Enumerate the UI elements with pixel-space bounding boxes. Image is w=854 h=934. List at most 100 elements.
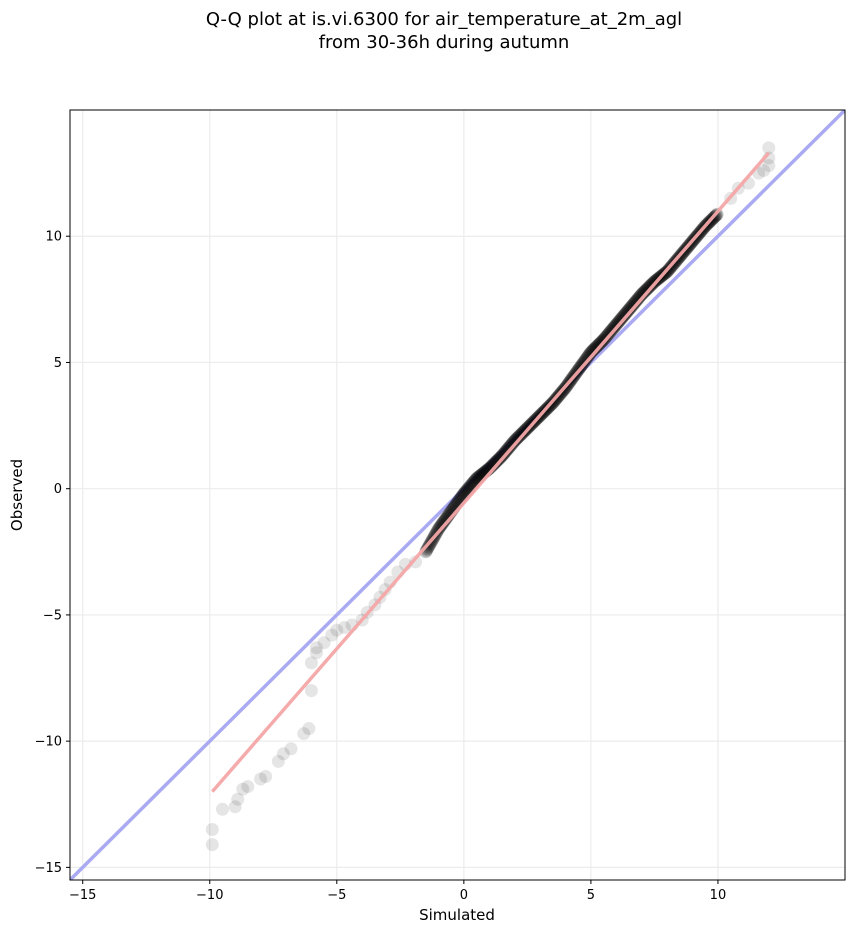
qq-point-9 xyxy=(271,754,285,768)
qq-dense-point xyxy=(500,443,514,457)
qq-dense-point xyxy=(432,521,446,535)
plot-area xyxy=(70,110,845,880)
qq-dense-point xyxy=(630,293,644,307)
qq-dense-point xyxy=(619,306,633,320)
qq-dense-point xyxy=(510,431,524,445)
qq-point-27 xyxy=(378,583,392,597)
qq-dense-point xyxy=(615,311,629,325)
qq-dense-point xyxy=(507,435,521,449)
qq-dense-point xyxy=(637,285,651,299)
qq-dense-point xyxy=(627,297,641,311)
qq-point-19 xyxy=(325,628,339,642)
qq-dense-point xyxy=(636,286,650,300)
qq-dense-point xyxy=(592,337,606,351)
qq-dense-point xyxy=(637,285,651,299)
qq-point-5 xyxy=(236,782,250,796)
qq-point-16 xyxy=(309,646,323,660)
qq-dense-point xyxy=(608,319,622,333)
qq-point-11 xyxy=(284,742,298,756)
qq-point-6 xyxy=(241,780,255,794)
qq-point-8 xyxy=(259,769,273,783)
qq-dense-point xyxy=(468,474,482,488)
chart-title-line-1: Q-Q plot at is.vi.6300 for air_temperatu… xyxy=(206,9,682,30)
qq-dense-point xyxy=(504,438,518,452)
qq-dense-point xyxy=(582,348,596,362)
qq-dense-point xyxy=(612,314,626,328)
y-tick-label-5: 10 xyxy=(45,230,62,245)
qq-dense-point xyxy=(621,304,635,318)
x-axis-label: Simulated xyxy=(419,906,495,924)
qq-dense-point xyxy=(629,294,643,308)
qq-dense-point xyxy=(620,305,634,319)
qq-point-0 xyxy=(205,838,219,852)
qq-dense-point xyxy=(508,434,522,448)
qq-dense-point xyxy=(512,429,526,443)
qq-dense-point xyxy=(627,296,641,310)
chart-title-line-2: from 30-36h during autumn xyxy=(319,32,570,53)
qq-dense-point xyxy=(437,515,451,529)
fit-line xyxy=(210,151,771,793)
x-tick-label-4: 5 xyxy=(587,888,595,903)
qq-point-4 xyxy=(231,792,245,806)
qq-point-36 xyxy=(757,164,771,178)
tail-points xyxy=(205,141,776,852)
qq-dense-point xyxy=(624,300,638,314)
qq-dense-point xyxy=(435,517,449,531)
qq-dense-point xyxy=(509,432,523,446)
qq-point-3 xyxy=(228,800,242,814)
x-tick-label-0: −15 xyxy=(69,888,96,903)
y-tick-label-2: −5 xyxy=(43,608,62,623)
qq-dense-point xyxy=(581,349,595,363)
qq-dense-point xyxy=(641,281,655,295)
y-tick-label-1: −10 xyxy=(35,735,62,750)
qq-dense-point xyxy=(433,520,447,534)
qq-dense-point xyxy=(589,340,603,354)
x-axis-ticks: −15 −10 −5 0 5 10 xyxy=(69,880,726,903)
y-tick-label-3: 0 xyxy=(54,482,62,497)
qq-dense-point xyxy=(496,448,510,462)
qq-point-21 xyxy=(337,621,351,635)
qq-dense-point xyxy=(579,352,593,366)
qq-dense-point xyxy=(421,542,435,556)
qq-point-39 xyxy=(762,141,776,155)
plot-frame xyxy=(69,109,846,881)
qq-dense-point xyxy=(436,516,450,530)
qq-dense-point xyxy=(593,336,607,350)
qq-dense-point xyxy=(609,318,623,332)
qq-dense-point xyxy=(642,280,656,294)
qq-dense-point xyxy=(490,453,504,467)
qq-dense-point xyxy=(625,299,639,313)
qq-dense-point xyxy=(638,284,652,298)
qq-dense-point xyxy=(506,436,520,450)
qq-dense-point xyxy=(421,540,435,554)
qq-dense-point xyxy=(594,335,608,349)
qq-dense-point xyxy=(643,279,657,293)
qq-dense-point xyxy=(502,440,516,454)
qq-dense-point xyxy=(498,446,512,460)
qq-dense-point xyxy=(622,302,636,316)
qq-point-15 xyxy=(304,656,318,670)
x-tick-label-3: 0 xyxy=(460,888,468,903)
qq-dense-point xyxy=(617,309,631,323)
qq-dense-point xyxy=(500,442,514,456)
qq-dense-point xyxy=(495,449,509,463)
qq-dense-point xyxy=(617,308,631,322)
qq-point-14 xyxy=(304,684,318,698)
y-tick-label-0: −15 xyxy=(35,861,62,876)
qq-dense-point xyxy=(578,354,592,368)
qq-dense-point xyxy=(492,452,506,466)
qq-dense-point xyxy=(434,518,448,532)
qq-dense-point xyxy=(614,312,628,326)
qq-dense-point xyxy=(607,321,621,335)
qq-dense-point xyxy=(639,283,653,297)
qq-dense-point xyxy=(501,441,515,455)
dense-band xyxy=(419,207,724,559)
qq-point-17 xyxy=(309,641,323,655)
qq-dense-point xyxy=(503,439,517,453)
identity-line xyxy=(70,110,845,880)
x-tick-label-2: −5 xyxy=(327,888,346,903)
y-axis-label: Observed xyxy=(8,459,26,531)
y-axis-ticks: −15 −10 −5 0 5 10 xyxy=(35,230,70,876)
qq-dense-point xyxy=(607,320,621,334)
qq-dense-point xyxy=(588,341,602,355)
